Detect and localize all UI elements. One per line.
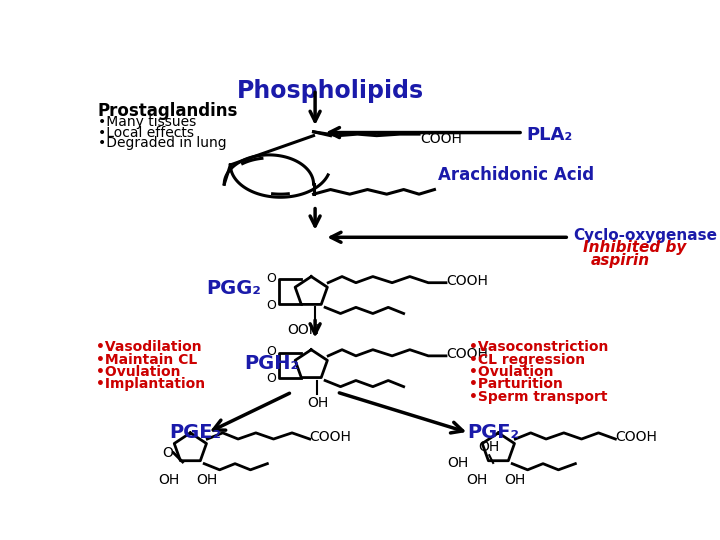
Text: PGF₂: PGF₂ <box>467 423 520 442</box>
Text: O: O <box>162 446 173 460</box>
Text: •Local effects: •Local effects <box>98 126 194 140</box>
Text: •Vasoconstriction: •Vasoconstriction <box>469 340 608 354</box>
Text: O: O <box>266 299 276 312</box>
Text: •Ovulation: •Ovulation <box>469 365 554 379</box>
Text: PGE₂: PGE₂ <box>168 423 221 442</box>
Text: OOH: OOH <box>287 323 320 337</box>
Text: •Ovulation: •Ovulation <box>96 365 180 379</box>
Text: •Many tissues: •Many tissues <box>98 115 197 129</box>
Text: •Implantation: •Implantation <box>96 377 204 392</box>
Text: Inhibited by: Inhibited by <box>583 240 686 255</box>
Text: PGH₂: PGH₂ <box>244 354 300 373</box>
Text: •CL regression: •CL regression <box>469 353 585 367</box>
Text: PGG₂: PGG₂ <box>206 279 261 298</box>
Text: •Sperm transport: •Sperm transport <box>469 390 608 404</box>
Text: •Vasodilation: •Vasodilation <box>96 340 202 354</box>
Text: •Degraded in lung: •Degraded in lung <box>98 137 227 151</box>
Text: OH: OH <box>505 473 526 487</box>
Text: •Maintain CL: •Maintain CL <box>96 353 197 367</box>
Text: OH: OH <box>197 473 218 487</box>
Text: O: O <box>266 346 276 359</box>
Text: COOH: COOH <box>446 347 488 361</box>
Text: Prostaglandins: Prostaglandins <box>98 102 238 120</box>
Text: OH: OH <box>478 440 499 454</box>
Text: OH: OH <box>307 396 328 410</box>
Text: O: O <box>266 372 276 385</box>
Text: •Parturition: •Parturition <box>469 377 563 392</box>
Text: Cyclo-oxygenase: Cyclo-oxygenase <box>573 228 717 243</box>
Text: OH: OH <box>158 473 179 487</box>
Text: COOH: COOH <box>310 430 351 444</box>
Text: COOH: COOH <box>616 430 657 444</box>
Text: COOH: COOH <box>420 132 462 146</box>
Text: aspirin: aspirin <box>590 253 650 268</box>
Text: COOH: COOH <box>446 274 488 288</box>
Text: Arachidonic Acid: Arachidonic Acid <box>438 166 595 185</box>
Text: OH: OH <box>466 473 487 487</box>
Text: PLA₂: PLA₂ <box>527 126 573 144</box>
Text: O: O <box>266 272 276 285</box>
Text: OH: OH <box>448 456 469 470</box>
Text: Phospholipids: Phospholipids <box>237 79 424 103</box>
